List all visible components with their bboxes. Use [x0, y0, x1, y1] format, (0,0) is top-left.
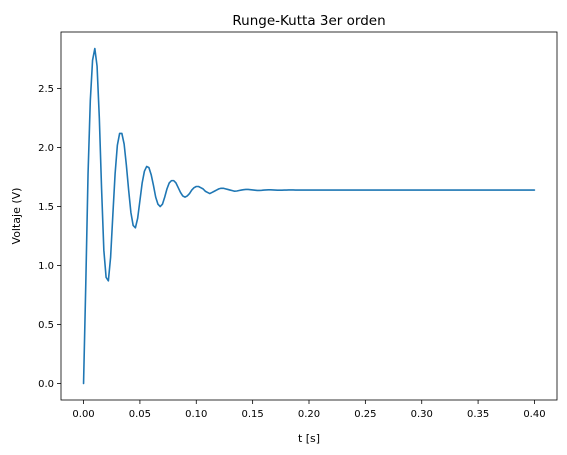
y-axis-label: Voltaje (V) [10, 188, 23, 245]
x-tick-label: 0.00 [72, 409, 94, 420]
y-tick-label: 1.0 [38, 261, 54, 272]
y-tick-label: 2.5 [38, 84, 54, 95]
plot-area [61, 32, 557, 400]
y-tick-label: 0.0 [38, 379, 54, 390]
x-tick-label: 0.40 [523, 409, 545, 420]
plot-frame [60, 31, 558, 401]
x-axis-label: t [s] [298, 432, 320, 445]
plot-background [61, 32, 557, 400]
y-tick-label: 1.5 [38, 202, 54, 213]
x-tick-label: 0.15 [242, 409, 264, 420]
y-tick-label: 2.0 [38, 143, 54, 154]
x-tick-label: 0.10 [185, 409, 207, 420]
x-tick-label: 0.35 [467, 409, 489, 420]
x-tick-label: 0.05 [129, 409, 151, 420]
x-axis: 0.00 0.05 0.10 0.15 0.20 0.25 0.30 0.35 0.40 [72, 400, 546, 420]
x-tick-label: 0.30 [411, 409, 433, 420]
x-tick-label: 0.20 [298, 409, 320, 420]
y-axis: 0.0 0.5 1.0 1.5 2.0 2.5 [38, 84, 61, 390]
chart-title: Runge-Kutta 3er orden [232, 13, 385, 29]
y-tick-label: 0.5 [38, 320, 54, 331]
voltage-series-line [82, 47, 536, 385]
x-tick-label: 0.25 [354, 409, 376, 420]
